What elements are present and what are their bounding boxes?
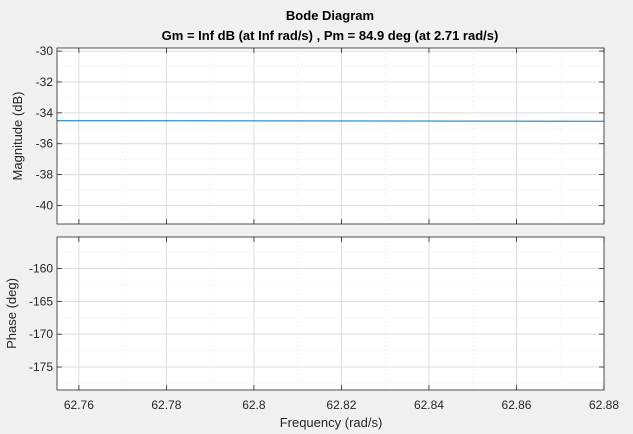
phase-ticks <box>57 237 605 390</box>
x-tick-label: 62.88 <box>589 398 619 412</box>
magnitude-y-tick-label: -40 <box>36 198 54 212</box>
magnitude-y-tick-label: -38 <box>36 168 54 182</box>
x-tick-label: 62.78 <box>151 398 181 412</box>
chart-title: Bode Diagram <box>286 8 374 23</box>
x-tick-labels: 62.76 62.78 62.8 62.82 62.84 62.86 62.88 <box>64 398 619 412</box>
x-tick-label: 62.86 <box>501 398 531 412</box>
magnitude-minor-grid <box>57 48 604 224</box>
phase-panel: -175 -170 -165 -160 Phase (deg) <box>4 236 605 391</box>
magnitude-ylabel: Magnitude (dB) <box>10 92 25 181</box>
x-axis-label: Frequency (rad/s) <box>280 415 383 430</box>
magnitude-y-tick-label: -30 <box>36 44 54 58</box>
phase-y-tick-label: -175 <box>29 360 53 374</box>
phase-y-tick-label: -170 <box>29 327 53 341</box>
magnitude-y-tick-labels: -40 -38 -36 -34 -32 -30 <box>36 44 54 212</box>
magnitude-response-line <box>56 120 605 122</box>
phase-axes-background <box>57 237 604 390</box>
phase-y-tick-label: -160 <box>29 262 53 276</box>
chart-subtitle: Gm = Inf dB (at Inf rad/s) , Pm = 84.9 d… <box>162 28 499 43</box>
phase-y-tick-label: -165 <box>29 294 53 308</box>
x-tick-label: 62.82 <box>326 398 356 412</box>
phase-ylabel: Phase (deg) <box>4 278 19 349</box>
x-tick-label: 62.84 <box>414 398 444 412</box>
magnitude-y-tick-label: -32 <box>36 75 54 89</box>
magnitude-y-tick-label: -36 <box>36 137 54 151</box>
phase-y-tick-labels: -175 -170 -165 -160 <box>29 262 53 374</box>
magnitude-axes-frame <box>56 47 605 225</box>
magnitude-ticks <box>57 48 605 224</box>
magnitude-y-tick-label: -34 <box>36 106 54 120</box>
x-tick-label: 62.76 <box>64 398 94 412</box>
magnitude-axes-background <box>57 48 604 224</box>
phase-minor-grid <box>57 237 604 390</box>
magnitude-panel: -40 -38 -36 -34 -32 -30 Magnitude (dB) <box>10 44 605 225</box>
phase-major-grid <box>57 237 605 390</box>
x-tick-label: 62.8 <box>242 398 266 412</box>
phase-axes-frame <box>56 236 605 391</box>
magnitude-series <box>56 120 605 122</box>
